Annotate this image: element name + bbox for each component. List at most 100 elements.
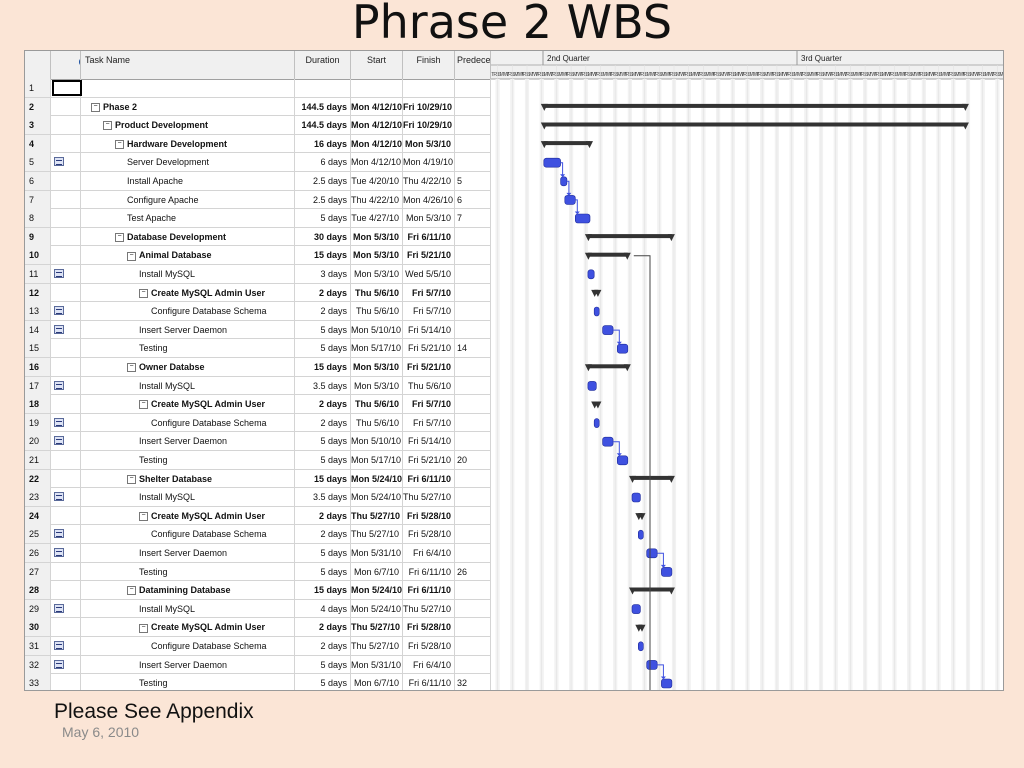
row-id[interactable]: 6 [25,172,51,190]
row-start[interactable]: Mon 5/10/10 [351,432,403,451]
row-duration[interactable]: 5 days [295,209,351,228]
collapse-toggle-icon[interactable]: − [115,139,124,149]
row-predecessors[interactable] [455,469,491,488]
row-finish[interactable]: Mon 4/19/10 [403,153,455,172]
table-row[interactable]: 4− Hardware Development 16 days Mon 4/12/10… [25,134,491,154]
table-row[interactable]: 29 Install MySQL 4 days Mon 5/24/10 Thu 5/27… [25,599,491,619]
row-predecessors[interactable] [455,544,491,562]
task-note-icon[interactable] [54,492,64,502]
row-task-name[interactable]: − Database Development [81,227,295,246]
table-row[interactable]: 2− Phase 2 144.5 days Mon 4/12/10 Fri 10/29/… [25,97,491,117]
task-note-icon[interactable] [54,641,64,650]
row-id[interactable]: 22 [25,469,51,488]
row-start[interactable]: Thu 5/6/10 [351,302,403,321]
row-task-name[interactable]: − Create MySQL Admin User [81,283,295,302]
row-task-name[interactable]: Server Development [81,153,295,172]
row-start[interactable]: Mon 5/3/10 [351,246,403,265]
row-start[interactable]: Mon 5/3/10 [351,358,403,376]
row-start[interactable]: Mon 5/24/10 [351,581,403,600]
row-predecessors[interactable]: 7 [455,209,491,228]
row-finish[interactable]: Thu 4/22/10 [403,172,455,190]
row-predecessors[interactable]: 5 [455,172,491,190]
row-start[interactable]: Mon 5/17/10 [351,451,403,469]
row-duration[interactable]: 5 days [295,320,351,339]
table-row[interactable]: 25 Configure Database Schema 2 days Thu 5/2… [25,525,491,544]
collapse-toggle-icon[interactable]: − [103,121,112,131]
row-finish[interactable]: Fri 10/29/10 [403,116,455,135]
table-row[interactable]: 6 Install Apache 2.5 days Tue 4/20/10 Thu 4/… [25,172,491,191]
row-predecessors[interactable] [455,246,491,265]
row-duration[interactable]: 5 days [295,674,351,690]
row-predecessors[interactable]: 6 [455,190,491,209]
table-row[interactable]: 23 Install MySQL 3.5 days Mon 5/24/10 Thu 5/… [25,488,491,507]
row-finish[interactable] [403,79,455,97]
row-start[interactable]: Thu 5/27/10 [351,525,403,544]
task-note-icon[interactable] [54,603,64,613]
header-duration[interactable]: Duration [295,51,351,79]
task-note-icon[interactable] [54,306,64,316]
row-id[interactable]: 10 [25,246,51,265]
row-finish[interactable]: Fri 5/28/10 [403,618,455,637]
collapse-toggle-icon[interactable]: − [127,474,136,484]
row-task-name[interactable]: − Animal Database [81,246,295,265]
row-task-name[interactable]: − Product Development [81,116,295,135]
row-finish[interactable]: Fri 5/7/10 [403,395,455,414]
row-duration[interactable]: 2 days [295,302,351,321]
row-predecessors[interactable] [455,265,491,283]
row-predecessors[interactable] [455,283,491,302]
row-task-name[interactable]: Testing [81,339,295,358]
row-predecessors[interactable] [455,432,491,451]
row-task-name[interactable]: − Datamining Database [81,581,295,600]
row-finish[interactable]: Fri 5/28/10 [403,637,455,655]
table-row[interactable]: 17 Install MySQL 3.5 days Mon 5/3/10 Thu 5/6… [25,376,491,396]
row-predecessors[interactable] [455,655,491,674]
row-duration[interactable]: 15 days [295,246,351,265]
row-predecessors[interactable] [455,525,491,544]
row-predecessors[interactable] [455,581,491,600]
row-predecessors[interactable] [455,395,491,414]
row-predecessors[interactable] [455,320,491,339]
row-task-name[interactable]: − Create MySQL Admin User [81,395,295,414]
row-predecessors[interactable]: 26 [455,562,491,581]
row-predecessors[interactable] [455,227,491,246]
row-start[interactable]: Mon 4/12/10 [351,116,403,135]
table-row[interactable]: 20 Insert Server Daemon 5 days Mon 5/10/10 F… [25,432,491,451]
row-predecessors[interactable] [455,376,491,395]
row-finish[interactable]: Fri 6/4/10 [403,544,455,562]
task-note-icon[interactable] [54,269,64,278]
table-row[interactable]: 14 Insert Server Daemon 5 days Mon 5/10/10 F… [25,320,491,340]
row-finish[interactable]: Fri 5/21/10 [403,358,455,376]
row-duration[interactable]: 5 days [295,451,351,469]
row-id[interactable]: 15 [25,339,51,358]
row-id[interactable]: 2 [25,97,51,116]
collapse-toggle-icon[interactable]: − [139,623,148,633]
row-task-name[interactable]: Insert Server Daemon [81,320,295,339]
row-finish[interactable]: Fri 5/7/10 [403,302,455,321]
row-finish[interactable]: Fri 10/29/10 [403,97,455,116]
row-task-name[interactable]: Insert Server Daemon [81,432,295,451]
table-row[interactable]: 22− Shelter Database 15 days Mon 5/24/10 Fri… [25,469,491,489]
row-id[interactable]: 25 [25,525,51,544]
header-predecessors[interactable]: Predeces [455,51,491,79]
row-finish[interactable]: Fri 5/14/10 [403,320,455,339]
row-id[interactable]: 19 [25,413,51,432]
row-id[interactable]: 4 [25,134,51,153]
row-duration[interactable]: 2 days [295,525,351,544]
row-finish[interactable]: Fri 6/11/10 [403,562,455,581]
table-row[interactable]: 24− Create MySQL Admin User 2 days Thu 5/27… [25,506,491,526]
header-indicators[interactable]: i [51,51,81,79]
row-duration[interactable]: 15 days [295,581,351,600]
row-start[interactable]: Thu 5/6/10 [351,395,403,414]
table-row[interactable]: 26 Insert Server Daemon 5 days Mon 5/31/10 F… [25,544,491,563]
row-task-name[interactable]: Install MySQL [81,488,295,507]
row-predecessors[interactable] [455,116,491,135]
row-start[interactable] [351,79,403,97]
row-predecessors[interactable] [455,618,491,637]
row-duration[interactable]: 2 days [295,637,351,655]
task-note-icon[interactable] [54,529,64,539]
row-start[interactable]: Thu 5/27/10 [351,637,403,655]
header-task-name[interactable]: Task Name [81,51,295,79]
row-finish[interactable]: Mon 5/3/10 [403,134,455,153]
row-predecessors[interactable] [455,153,491,172]
collapse-toggle-icon[interactable]: − [127,586,136,596]
